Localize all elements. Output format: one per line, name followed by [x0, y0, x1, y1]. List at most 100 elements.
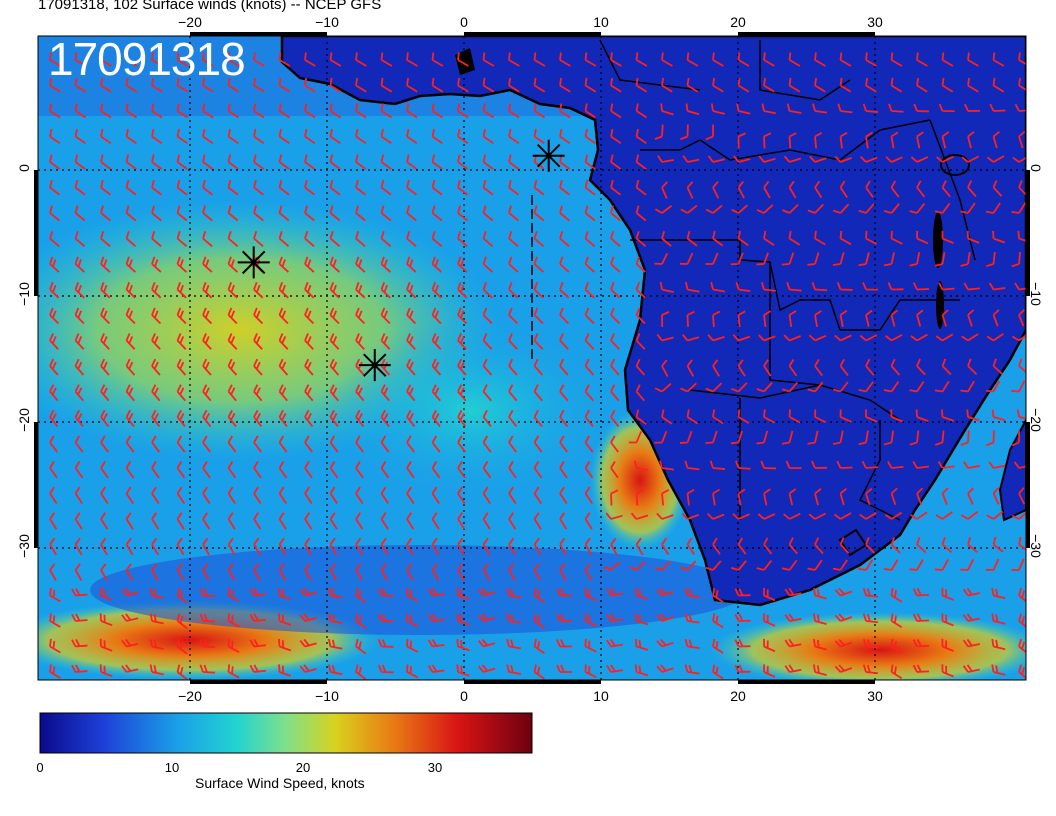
- wind-barb: [661, 311, 670, 328]
- wind-barb: [121, 587, 139, 597]
- wind-barb: [758, 334, 776, 342]
- wind-barb: [992, 130, 1000, 149]
- lon-tick-top-4: 10: [593, 14, 609, 30]
- wind-barb: [329, 52, 342, 67]
- wind-barb: [427, 613, 445, 622]
- wind-barb: [832, 430, 844, 445]
- wind-barb: [380, 179, 392, 196]
- wind-barb: [858, 381, 874, 393]
- wind-barb: [788, 77, 801, 93]
- wind-barb: [176, 486, 185, 504]
- wind-barb: [278, 638, 292, 652]
- wind-barb: [380, 461, 390, 479]
- wind-barb: [482, 409, 492, 427]
- wind-barb: [812, 103, 828, 114]
- wind-barb: [610, 128, 622, 145]
- wind-barb: [680, 204, 698, 214]
- wind-barb: [756, 382, 773, 393]
- wind-barb: [227, 333, 238, 350]
- wind-barb: [1018, 77, 1026, 93]
- wind-barb: [910, 156, 929, 163]
- wind-barb: [227, 256, 238, 273]
- wind-barb: [635, 205, 647, 222]
- wind-barb: [584, 230, 596, 248]
- wind-barb: [909, 430, 920, 446]
- wind-barb: [865, 52, 877, 67]
- wind-barb: [482, 435, 492, 453]
- wind-barb: [606, 664, 623, 673]
- wind-barb: [916, 358, 926, 376]
- wind-barb: [788, 230, 801, 246]
- wind-barb: [304, 282, 315, 299]
- wind-barb: [355, 384, 365, 402]
- wind-barb: [431, 205, 443, 222]
- wind-barb: [584, 563, 593, 581]
- wind-barb: [706, 512, 725, 520]
- wind-barb: [508, 103, 520, 119]
- wind-barb: [355, 103, 367, 119]
- wind-barb: [807, 430, 819, 445]
- wind-barb: [329, 256, 340, 273]
- wind-barb: [49, 154, 61, 170]
- wind-barb: [176, 384, 186, 402]
- wind-barb: [355, 512, 364, 530]
- wind-barb: [329, 128, 341, 145]
- wind-barb: [610, 409, 620, 427]
- wind-barb: [941, 638, 954, 652]
- wind-barb: [705, 252, 719, 265]
- wind-barb: [482, 205, 494, 222]
- wind-barb: [559, 384, 569, 402]
- wind-barb: [49, 333, 59, 350]
- wind-barb: [533, 384, 543, 402]
- wind-barb: [916, 180, 926, 198]
- wind-barb: [788, 310, 797, 328]
- wind-barb: [74, 282, 85, 299]
- wind-barb: [584, 587, 597, 602]
- wind-barb: [912, 588, 930, 597]
- wind-barb: [712, 181, 720, 199]
- wind-barb: [941, 230, 954, 245]
- wind-barb: [915, 409, 929, 422]
- wind-barb: [329, 512, 338, 530]
- wind-barb: [151, 409, 161, 427]
- wind-barb: [785, 460, 802, 470]
- wind-barb: [431, 358, 442, 376]
- wind-barb: [1014, 103, 1026, 112]
- wind-barb: [278, 613, 292, 626]
- wind-barb: [176, 512, 185, 530]
- wind-barb: [355, 154, 367, 170]
- wind-barb: [457, 461, 466, 479]
- wind-barb: [559, 282, 570, 299]
- wind-barb: [656, 333, 674, 342]
- wind-barb: [962, 638, 980, 648]
- wind-barb: [533, 563, 542, 581]
- wind-barb: [278, 409, 288, 427]
- wind-barb: [202, 282, 213, 299]
- wind-barb: [380, 307, 391, 325]
- wind-barb: [730, 252, 744, 266]
- wind-barb: [125, 103, 138, 119]
- wind-barb: [202, 384, 212, 402]
- wind-barb: [960, 202, 976, 214]
- wind-barb: [329, 179, 341, 196]
- cbar-tick-10: 10: [164, 760, 180, 775]
- wind-barb: [508, 512, 517, 530]
- wind-barb: [654, 252, 669, 265]
- wind-barb: [584, 205, 596, 222]
- lon-tick-top-2: −10: [315, 14, 339, 30]
- wind-barb: [839, 52, 852, 67]
- wind-barb: [380, 384, 390, 402]
- wind-barb: [227, 154, 239, 170]
- wind-barb: [406, 52, 418, 67]
- wind-barb: [610, 230, 621, 248]
- wind-barb: [934, 252, 946, 267]
- wind-barb: [635, 230, 647, 248]
- wind-barb: [74, 52, 87, 67]
- wind-barb: [355, 537, 363, 556]
- wind-barb: [712, 77, 724, 93]
- wind-barb: [657, 155, 674, 163]
- wind-barb: [176, 435, 186, 453]
- wind-barb: [151, 52, 163, 67]
- wind-barb: [49, 52, 61, 67]
- wind-barb: [883, 559, 899, 571]
